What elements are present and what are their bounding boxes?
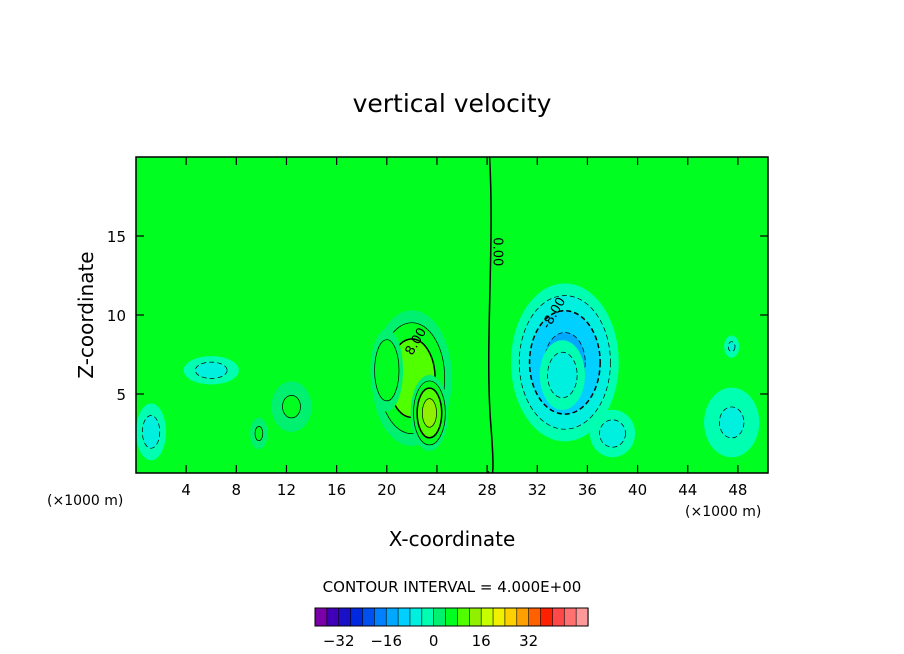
colorbar-swatch (516, 607, 530, 627)
contour-band (254, 426, 264, 441)
colorbar-frame (314, 607, 589, 627)
colorbar-swatch (374, 607, 387, 627)
colorbar-tick-label: −16 (370, 632, 402, 650)
x-tick-label: 12 (277, 481, 296, 499)
x-axis: 4 8 12 16 20 24 28 32 36 40 44 48 (181, 157, 747, 499)
colorbar-swatch (575, 607, 589, 627)
x-unit-label: (×1000 m) (685, 504, 761, 520)
colorbar-swatch (397, 607, 411, 627)
y-tick-label: 15 (107, 228, 126, 246)
colorbar-swatch (314, 607, 328, 627)
colorbar (314, 607, 589, 627)
colorbar-tick-labels: −32 −16 0 16 32 (323, 632, 538, 650)
chart-title: vertical velocity (353, 89, 552, 118)
downdraft-cell (704, 387, 760, 458)
downdraft-cell (183, 356, 239, 385)
downdraft-cell (136, 403, 167, 461)
colorbar-swatch (326, 607, 340, 627)
downdraft-cell (589, 409, 636, 458)
updraft-cell (271, 381, 312, 432)
contour-band (547, 351, 578, 399)
updraft-cell (370, 329, 404, 412)
colorbar-swatch (445, 607, 459, 627)
updraft-cell (410, 375, 449, 451)
colorbar-tick-label: 16 (472, 632, 491, 650)
downdraft-cell (724, 335, 740, 358)
contour-band (141, 415, 161, 449)
y-axis: 5 10 15 (107, 228, 768, 404)
contour-label: 0.00 (489, 237, 504, 266)
colorbar-tick-label: −32 (323, 632, 355, 650)
x-tick-label: 8 (232, 481, 242, 499)
y-tick-label: 5 (116, 386, 126, 404)
plot-background (136, 157, 768, 473)
x-axis-label: X-coordinate (389, 527, 516, 551)
velocity-field (136, 157, 760, 473)
colorbar-swatch (385, 607, 399, 627)
x-tick-label: 36 (578, 481, 597, 499)
colorbar-swatch (409, 607, 423, 627)
colorbar-swatch (362, 607, 375, 627)
y-tick-label: 10 (107, 307, 126, 325)
colorbar-swatch (540, 607, 553, 627)
downdraft-cell (539, 340, 585, 410)
y-axis-label: Z-coordinate (74, 251, 98, 378)
colorbar-tick-label: 0 (429, 632, 439, 650)
colorbar-swatch (563, 607, 577, 627)
colorbar-swatch (528, 607, 542, 627)
x-tick-label: 48 (728, 481, 747, 499)
colorbar-swatch (421, 607, 435, 627)
contour-band (718, 406, 745, 439)
x-tick-label: 4 (181, 481, 191, 499)
x-tick-label: 28 (478, 481, 497, 499)
contour-band (421, 398, 437, 428)
zero-contour-line (487, 157, 494, 473)
contour-band (599, 419, 626, 448)
contour-band (374, 339, 400, 402)
colorbar-swatch (457, 607, 470, 627)
plot-area (136, 157, 768, 473)
x-tick-label: 20 (377, 481, 396, 499)
contour-band (194, 361, 228, 379)
x-tick-label: 40 (628, 481, 647, 499)
contour-interval-note: CONTOUR INTERVAL = 4.000E+00 (323, 578, 582, 596)
colorbar-swatch (338, 607, 352, 627)
contour-band (282, 394, 301, 419)
updraft-cell (250, 417, 268, 450)
colorbar-swatch (433, 607, 447, 627)
contour-band (727, 341, 736, 352)
colorbar-swatch (468, 607, 482, 627)
x-tick-label: 16 (327, 481, 346, 499)
x-tick-label: 44 (678, 481, 697, 499)
colorbar-tick-label: 32 (519, 632, 538, 650)
x-tick-label: 24 (427, 481, 446, 499)
y-unit-label: (×1000 m) (47, 493, 123, 509)
colorbar-swatch (504, 607, 518, 627)
colorbar-swatch (552, 607, 565, 627)
colorbar-swatch (350, 607, 364, 627)
colorbar-swatch (480, 607, 494, 627)
colorbar-swatch (492, 607, 506, 627)
x-tick-label: 32 (528, 481, 547, 499)
